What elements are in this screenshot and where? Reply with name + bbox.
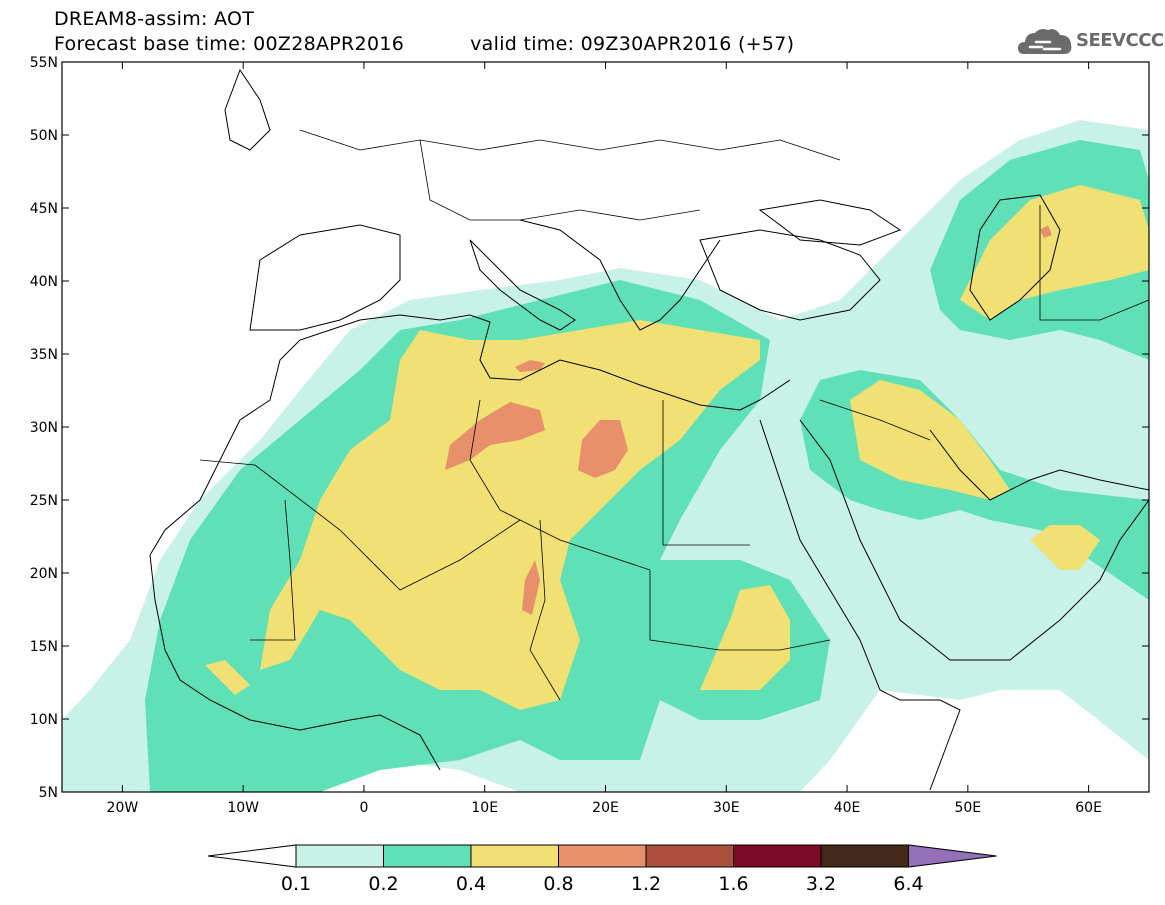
colorbar-label: 6.4	[893, 873, 923, 895]
aot-map: 55N 50N 45N 40N 35N 30N 25N 20N 15N 10N 5N 20W 10W 0…	[30, 55, 1150, 816]
latitude-axis: 55N 50N 45N 40N 35N 30N 25N 20N 15N 10N 5N	[30, 55, 1149, 801]
coast-iberia	[249, 224, 401, 331]
border-niger-chad	[529, 519, 561, 701]
aot-contour-0.4-sudan	[700, 585, 790, 690]
lat-tick-label: 5N	[39, 785, 58, 801]
lat-tick-label: 55N	[30, 55, 58, 71]
coast-north-africa	[149, 314, 791, 556]
aot-contour-0.8-fezzan	[578, 420, 628, 478]
colorbar-label: 1.2	[631, 873, 661, 895]
lon-tick-label: 40E	[834, 800, 861, 816]
lat-tick-label: 50N	[30, 128, 58, 144]
coast-arabia	[799, 419, 1149, 661]
colorbar-label: 0.8	[543, 873, 573, 895]
coast-black-sea	[758, 199, 902, 246]
lat-tick-label: 25N	[30, 493, 58, 509]
aot-contour-0.8-chad	[522, 560, 540, 615]
colorbar-swatch	[645, 844, 734, 868]
colorbar-swatch	[383, 844, 472, 868]
logo-text: SEEVCCC	[1076, 30, 1164, 51]
coast-red-sea	[759, 419, 881, 691]
seevccc-logo: SEEVCCC	[1016, 24, 1164, 60]
border-algeria-libya	[469, 399, 521, 521]
lat-tick-label: 20N	[30, 566, 58, 582]
coastlines	[149, 68, 1149, 791]
border-europe	[299, 129, 841, 161]
colorbar-swatches	[207, 844, 997, 868]
border-sahara	[199, 459, 651, 591]
lon-tick-label: 30E	[713, 800, 740, 816]
colorbar-swatch	[470, 844, 559, 868]
lat-tick-label: 15N	[30, 639, 58, 655]
map-title: DREAM8-assim: AOT	[54, 8, 255, 30]
colorbar-swatch	[820, 844, 909, 868]
border-libya-egypt	[662, 400, 750, 546]
border-central-europe	[419, 139, 701, 221]
coast-balkans-greece	[519, 219, 721, 331]
aot-contour-0.8-north	[515, 360, 545, 372]
valid-time: valid time: 09Z30APR2016 (+57)	[470, 33, 795, 55]
lat-tick-label: 45N	[30, 201, 58, 217]
lat-tick-label: 30N	[30, 420, 58, 436]
coast-turkey	[699, 229, 881, 321]
coast-caspian	[969, 194, 1061, 321]
lon-tick-label: 50E	[954, 800, 981, 816]
border-mali	[250, 499, 296, 641]
coast-gulf	[929, 429, 1149, 501]
lat-tick-label: 35N	[30, 347, 58, 363]
colorbar-label: 0.2	[368, 873, 398, 895]
colorbar-label: 1.6	[718, 873, 748, 895]
lon-tick-label: 10W	[227, 800, 259, 816]
coast-italy	[469, 239, 576, 331]
colorbar-swatch	[558, 844, 647, 868]
colorbar-swatch	[295, 844, 384, 868]
map-subtitle: Forecast base time: 00Z28APR2016 valid ti…	[54, 33, 794, 55]
border-sudan	[649, 570, 831, 651]
colorbar-label: 0.4	[456, 873, 486, 895]
colorbar-labels: 0.1 0.2 0.4 0.8 1.2 1.6 3.2 6.4	[281, 873, 924, 895]
border-caspian-region	[1039, 205, 1149, 321]
coast-horn-africa	[879, 689, 961, 791]
colorbar-swatch	[733, 844, 822, 868]
border-iraq-saudi	[819, 399, 931, 441]
aot-contour-0.4-oman	[1030, 525, 1100, 570]
colorbar-label: 0.1	[281, 873, 311, 895]
coast-uk	[224, 68, 271, 151]
colorbar-below-min-arrow	[207, 844, 297, 868]
lon-tick-label: 20W	[107, 800, 139, 816]
aot-contour-0.8-caspian	[1040, 225, 1052, 238]
lon-tick-label: 20E	[592, 800, 619, 816]
lat-tick-label: 10N	[30, 712, 58, 728]
forecast-base-time: Forecast base time: 00Z28APR2016	[54, 33, 405, 55]
lon-tick-label: 60E	[1075, 800, 1102, 816]
coast-west-africa	[149, 554, 441, 771]
aot-contour-0.8-libya	[445, 402, 545, 470]
aot-contour-0.4-guinea	[205, 660, 250, 695]
lat-tick-label: 40N	[30, 274, 58, 290]
colorbar-above-max-arrow	[908, 844, 997, 868]
colorbar-label: 3.2	[806, 873, 836, 895]
lon-tick-label: 10E	[471, 800, 498, 816]
aot-field	[62, 62, 1149, 792]
lon-tick-label: 0	[359, 800, 368, 816]
country-borders	[199, 129, 1149, 701]
longitude-axis: 20W 10W 0 10E 20E 30E 40E 50E 60E	[107, 62, 1102, 816]
cloud-icon	[1018, 29, 1072, 54]
